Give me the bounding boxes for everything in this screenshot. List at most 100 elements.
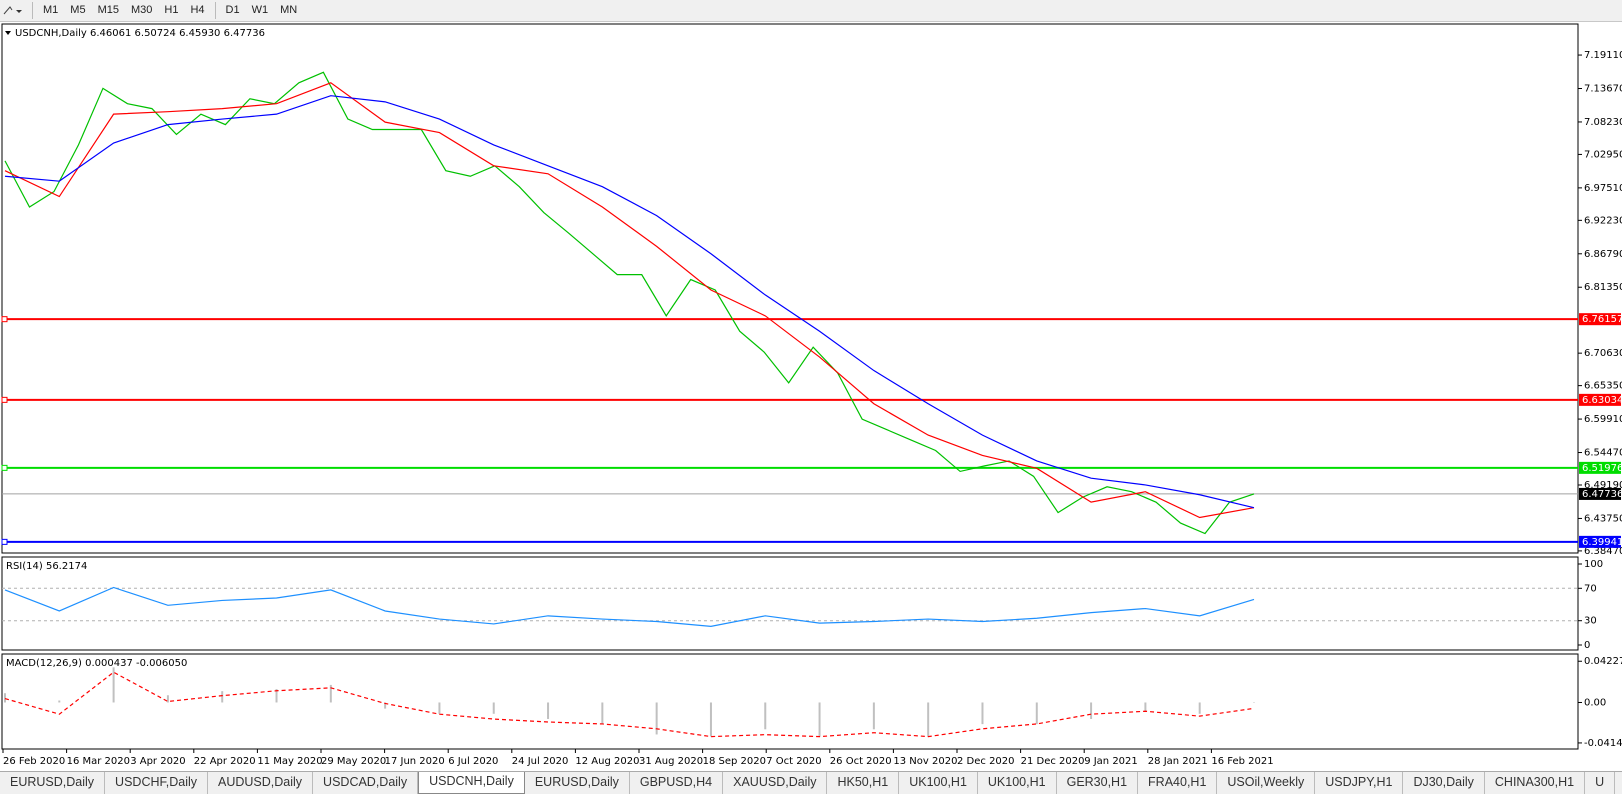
x-tick-label: 13 Nov 2020: [893, 756, 957, 767]
y-tick-label: 0.00: [1584, 697, 1606, 708]
chart-tab[interactable]: UK100,H1: [899, 772, 978, 794]
chart-tab[interactable]: XAUUSD,Daily: [723, 772, 828, 794]
y-tick-label: 6.59910: [1584, 414, 1622, 425]
indicator-title: MACD(12,26,9) 0.000437 -0.006050: [6, 658, 187, 669]
level-price-label: 6.51976: [1582, 463, 1622, 474]
chart-tab[interactable]: GBPUSD,H4: [630, 772, 724, 794]
y-tick-label: 6.65350: [1584, 381, 1622, 392]
level-price-label: 6.39941: [1582, 537, 1622, 548]
chart-tab[interactable]: USDCHF,Daily: [105, 772, 208, 794]
x-tick-label: 29 May 2020: [321, 756, 386, 767]
x-tick-label: 31 Aug 2020: [639, 756, 703, 767]
panel-frame: [1, 653, 1579, 750]
panel-frame: [1, 23, 1579, 554]
timeframe-button[interactable]: M5: [70, 4, 86, 16]
chart-tab[interactable]: HK50,H1: [827, 772, 900, 794]
y-tick-label: 70: [1584, 583, 1597, 594]
x-tick-label: 7 Oct 2020: [766, 756, 821, 767]
y-tick-label: 6.70630: [1584, 348, 1622, 359]
chart: 7.19110 7.13670 7.08230 7.02950 6.97510 6.922…: [1, 23, 1622, 767]
chart-tabs: EURUSD,Daily USDCHF,Daily AUDUSD,Daily USDC…: [0, 771, 1622, 794]
timeframe-button[interactable]: M15: [97, 4, 119, 16]
y-tick-label: 0: [1584, 640, 1590, 651]
y-tick-label: 6.49190: [1584, 480, 1622, 491]
timeframe-button[interactable]: MN: [280, 4, 298, 16]
level-handle: [1, 316, 8, 323]
chart-tab[interactable]: USOil,Weekly: [1217, 772, 1316, 794]
x-tick-label: 3 Apr 2020: [130, 756, 185, 767]
chart-tab[interactable]: GER30,H1: [1057, 772, 1139, 794]
x-tick-label: 17 Jun 2020: [385, 756, 445, 767]
timeframe-toolbar: M1 M5 M15 M30 H1 H4 D1 W1 MN: [0, 0, 1622, 22]
y-tick-label: 7.08230: [1584, 117, 1622, 128]
x-tick-label: 2 Dec 2020: [957, 756, 1015, 767]
x-tick-label: 16 Feb 2021: [1211, 756, 1273, 767]
series-line: [4, 71, 1255, 535]
timeframe-button[interactable]: M30: [130, 4, 153, 16]
y-tick-label: 6.97510: [1584, 183, 1622, 194]
x-tick-label: 22 Apr 2020: [194, 756, 256, 767]
y-tick-label: 6.43750: [1584, 513, 1622, 524]
series-line: [4, 95, 1255, 509]
x-tick-label: 28 Jan 2021: [1148, 756, 1208, 767]
y-tick-label: 0.042275: [1584, 656, 1622, 667]
signal-line: [4, 671, 1255, 738]
y-tick-label: 6.92230: [1584, 215, 1622, 226]
level-price-box: [1579, 393, 1621, 406]
x-tick-label: 9 Jan 2021: [1084, 756, 1138, 767]
y-tick-label: -0.04148: [1584, 738, 1622, 749]
y-tick-label: 6.86790: [1584, 249, 1622, 260]
timeframe-button[interactable]: D1: [225, 4, 240, 16]
level-price-box: [1579, 535, 1621, 548]
x-tick-label: 24 Jul 2020: [512, 756, 569, 767]
chart-tab[interactable]: USDCAD,Daily: [313, 772, 419, 794]
y-tick-label: 7.13670: [1584, 84, 1622, 95]
chart-tab[interactable]: USDCNH,Daily: [418, 772, 525, 794]
y-tick-label: 7.02950: [1584, 149, 1622, 160]
y-tick-label: 6.81350: [1584, 282, 1622, 293]
x-tick-label: 11 May 2020: [257, 756, 322, 767]
level-price-label: 6.63034: [1582, 395, 1622, 406]
series-line: [4, 82, 1255, 519]
x-tick-label: 26 Feb 2020: [3, 756, 65, 767]
x-tick-label: 6 Jul 2020: [448, 756, 498, 767]
level-handle: [1, 464, 8, 471]
level-price-box: [1579, 487, 1621, 500]
toolbar-icon[interactable]: [0, 1, 28, 20]
chart-tab[interactable]: DJ30,Daily: [1403, 772, 1485, 794]
level-price-box: [1579, 461, 1621, 474]
chart-tab[interactable]: EURUSD,Daily: [525, 772, 630, 794]
level-price-label: 6.47736: [1582, 489, 1622, 500]
y-tick-label: 6.38470: [1584, 546, 1622, 557]
chart-tab[interactable]: CHINA300,H1: [1485, 772, 1586, 794]
x-tick-label: 21 Dec 2020: [1021, 756, 1085, 767]
timeframe-button[interactable]: W1: [251, 4, 269, 16]
level-price-box: [1579, 313, 1621, 326]
separator: [32, 2, 33, 19]
timeframe-button[interactable]: M1: [43, 4, 59, 16]
timeframe-button[interactable]: H4: [190, 4, 205, 16]
separator: [214, 2, 216, 19]
chart-ohlc: 6.46061 6.50724 6.45930 6.47736: [90, 28, 265, 39]
y-tick-label: 6.54470: [1584, 448, 1622, 459]
series-line: [4, 586, 1255, 627]
indicator-title: RSI(14) 56.2174: [6, 561, 87, 572]
chart-title: USDCNH,Daily: [15, 28, 87, 39]
level-handle: [1, 396, 8, 403]
y-tick-label: 7.19110: [1584, 50, 1622, 61]
x-tick-label: 26 Oct 2020: [830, 756, 892, 767]
chart-tab[interactable]: U: [1585, 772, 1616, 794]
menu-arrow: [5, 31, 11, 35]
timeframe-button[interactable]: H1: [164, 4, 179, 16]
x-tick-label: 18 Sep 2020: [703, 756, 766, 767]
chart-tab[interactable]: USDJPY,H1: [1315, 772, 1404, 794]
chart-tab[interactable]: AUDUSD,Daily: [208, 772, 314, 794]
chart-tab[interactable]: EURUSD,Daily: [0, 772, 106, 794]
x-tick-label: 12 Aug 2020: [575, 756, 639, 767]
panel-frame: [1, 556, 1579, 651]
chart-tab[interactable]: FRA40,H1: [1138, 772, 1218, 794]
chart-tab[interactable]: UK100,H1: [978, 772, 1057, 794]
level-price-label: 6.76157: [1582, 314, 1622, 325]
x-tick-label: 16 Mar 2020: [67, 756, 130, 767]
